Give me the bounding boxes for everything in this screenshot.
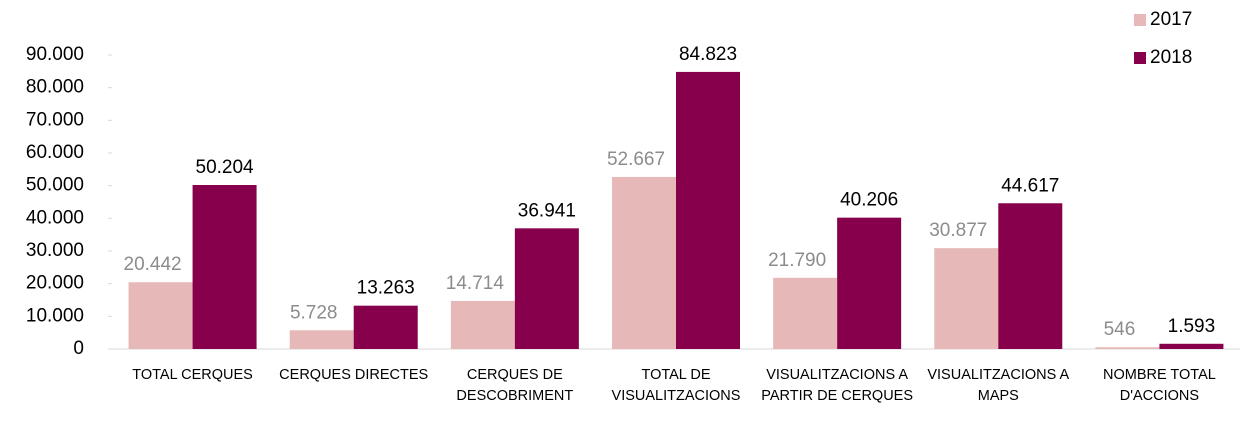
x-tick-label: VISUALITZACIONS A PARTIR DE CERQUES — [761, 367, 914, 404]
data-label: 13.263 — [357, 278, 415, 299]
legend-label: 2017 — [1150, 9, 1192, 30]
legend-swatch — [1134, 14, 1146, 26]
data-label: 44.617 — [1001, 175, 1059, 196]
legend-swatch — [1134, 52, 1146, 64]
data-label: 5.728 — [290, 302, 338, 323]
data-label: 1.593 — [1168, 316, 1216, 337]
y-tick-label: 20.000 — [26, 273, 84, 294]
bar — [676, 71, 740, 349]
legend-label: 2018 — [1150, 47, 1192, 68]
data-label: 20.442 — [124, 254, 182, 275]
bar — [450, 300, 515, 349]
y-tick-label: 0 — [73, 338, 84, 359]
y-tick-label: 30.000 — [26, 240, 84, 261]
data-label: 14.714 — [446, 273, 505, 294]
bar — [353, 305, 418, 349]
bar — [192, 185, 257, 349]
bar — [612, 176, 676, 349]
bar — [934, 248, 999, 349]
bar — [773, 277, 838, 349]
bar — [1159, 343, 1224, 349]
data-label: 36.941 — [518, 200, 576, 221]
x-tick-label: CERQUES DIRECTES — [279, 367, 429, 383]
data-label: 546 — [1104, 319, 1136, 340]
data-label: 84.823 — [679, 44, 737, 65]
y-tick-label: 60.000 — [26, 142, 84, 163]
y-tick-label: 10.000 — [26, 305, 84, 326]
y-tick-label: 40.000 — [26, 207, 84, 228]
data-label: 50.204 — [196, 157, 255, 178]
y-tick-label: 50.000 — [26, 175, 84, 196]
bar — [837, 217, 902, 349]
x-tick-label: CERQUES DE DESCOBRIMENT — [456, 367, 574, 404]
x-tick-label: VISUALITZACIONS A MAPS — [927, 367, 1070, 404]
y-tick-label: 70.000 — [26, 109, 84, 130]
bar — [998, 203, 1063, 349]
x-tick-label: TOTAL DE VISUALITZACIONS — [611, 367, 741, 404]
data-label: 30.877 — [929, 220, 987, 241]
y-tick-label: 80.000 — [26, 77, 84, 98]
data-label: 52.667 — [607, 149, 665, 170]
x-tick-label: TOTAL CERQUES — [132, 367, 253, 383]
x-tick-label: NOMBRE TOTAL D'ACCIONS — [1103, 367, 1216, 404]
data-label: 21.790 — [768, 250, 826, 271]
y-tick-label: 90.000 — [26, 44, 84, 65]
bar — [514, 228, 579, 349]
bar — [289, 330, 354, 349]
bar — [128, 282, 193, 349]
data-label: 40.206 — [840, 190, 898, 211]
bar — [1095, 347, 1160, 349]
